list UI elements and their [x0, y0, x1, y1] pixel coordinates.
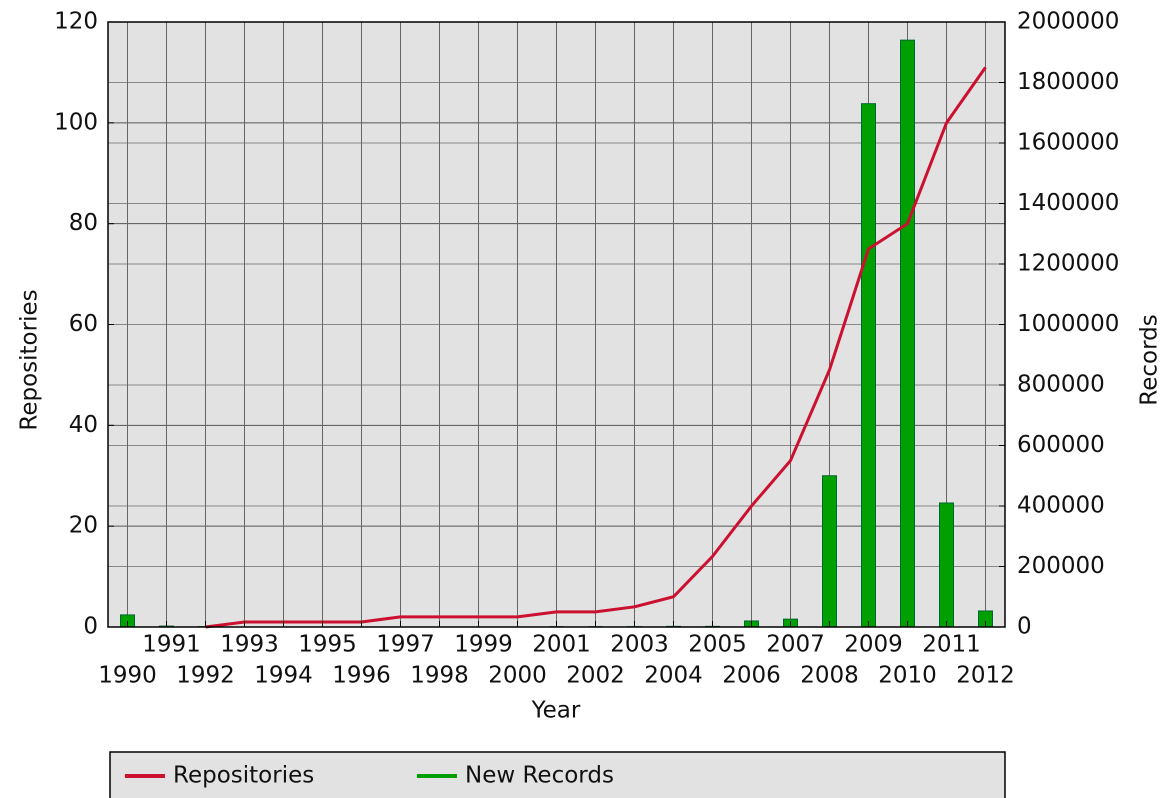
x-tick-label: 1991 [142, 632, 201, 658]
x-tick-label: 2008 [800, 663, 859, 689]
x-axis-label: Year [531, 698, 581, 724]
y2-tick-label: 1000000 [1017, 311, 1119, 337]
y2-tick-label: 0 [1017, 614, 1032, 640]
y2-tick-label: 800000 [1017, 372, 1105, 398]
x-tick-label: 1995 [298, 632, 357, 658]
x-tick-label: 1994 [254, 663, 313, 689]
y-tick-label: 60 [69, 311, 98, 337]
x-tick-label: 2007 [766, 632, 825, 658]
y-tick-label: 120 [54, 9, 98, 35]
y-axis-label: Repositories [17, 289, 43, 430]
marks [120, 39, 993, 629]
x-tick-label: 2002 [566, 663, 625, 689]
y-tick-label: 100 [54, 109, 98, 135]
bar [939, 502, 954, 628]
bar [861, 103, 876, 628]
x-tick-label: 1992 [176, 663, 235, 689]
x-tick-label: 2003 [610, 632, 669, 658]
x-tick-label: 1997 [376, 632, 435, 658]
y2-tick-label: 1800000 [1017, 69, 1119, 95]
y2-tick-label: 400000 [1017, 493, 1105, 519]
y2-tick-label: 600000 [1017, 432, 1105, 458]
x-tick-label: 2006 [722, 663, 781, 689]
x-tick-label: 1990 [98, 663, 157, 689]
x-tick-label: 2004 [644, 663, 703, 689]
y2-tick-label: 1600000 [1017, 130, 1119, 156]
y2-axis-label: Records [1137, 314, 1163, 405]
x-tick-label: 1993 [220, 632, 279, 658]
x-tick-label: 2012 [956, 663, 1015, 689]
line [205, 66, 987, 629]
x-tick-label: 2001 [532, 632, 591, 658]
x-tick-label: 1998 [410, 663, 469, 689]
y2-tick-label: 2000000 [1017, 9, 1119, 35]
legend-label: Repositories [173, 763, 314, 789]
y2-tick-label: 1400000 [1017, 190, 1119, 216]
bar [822, 475, 837, 628]
y-tick-label: 80 [69, 210, 98, 236]
x-tick-label: 2005 [688, 632, 747, 658]
y-tick-label: 40 [69, 412, 98, 438]
y-tick-label: 20 [69, 513, 98, 539]
legend-entries: Repositories New Records [125, 763, 614, 789]
x-tick-label: 1999 [454, 632, 513, 658]
x-tick-label: 2011 [922, 632, 981, 658]
y-tick-label: 0 [83, 614, 98, 640]
legend [109, 751, 1006, 798]
grid [108, 21, 1005, 628]
x-tick-label: 1996 [332, 663, 391, 689]
legend-label: New Records [465, 763, 614, 789]
x-tick-label: 2010 [878, 663, 937, 689]
y2-tick-label: 200000 [1017, 553, 1105, 579]
y2-tick-label: 1200000 [1017, 251, 1119, 277]
bar [900, 39, 915, 628]
x-tick-label: 2009 [844, 632, 903, 658]
x-tick-label: 2000 [488, 663, 547, 689]
